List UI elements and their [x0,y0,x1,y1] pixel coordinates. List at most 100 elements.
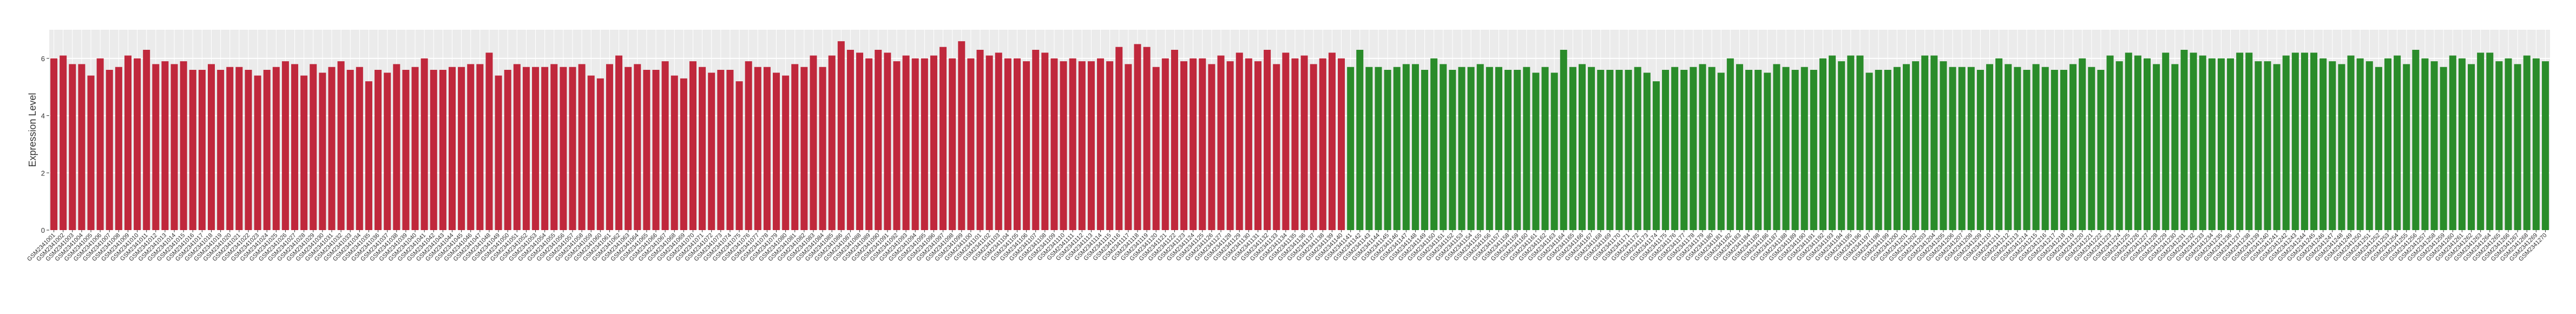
bar [1884,70,1891,230]
bar [893,61,901,231]
bar [2523,55,2531,231]
bar [1976,70,1984,230]
bar [2041,67,2049,230]
bar [485,53,493,231]
bar [754,67,761,230]
bar [1199,58,1206,230]
bar [1152,67,1160,230]
bar [661,61,669,231]
bar [1060,61,1067,231]
bar [2440,67,2447,230]
bar [393,64,400,230]
bar [310,64,317,230]
bar [78,64,86,230]
bar [143,50,150,230]
bar [374,70,382,230]
bar [939,47,947,230]
bar [1875,70,1882,230]
bar [2532,58,2540,230]
bar [1050,58,1058,230]
bar [921,58,928,230]
bar [2023,70,2030,230]
bar [272,67,280,230]
bar [2162,53,2170,231]
bar [1504,70,1512,230]
bar [1986,64,1994,230]
bar [1004,58,1011,230]
bar [1514,70,1521,230]
bar [671,75,678,231]
bar [587,75,595,231]
bar [2255,61,2262,231]
bar [2217,58,2225,230]
bar [643,70,650,230]
bar [1254,61,1261,231]
bar [152,64,160,230]
bar [263,70,271,230]
bar [634,64,641,230]
bar [476,64,484,230]
bar [569,67,576,230]
bar [1903,64,1910,230]
bar [1440,64,1447,230]
bar [1115,47,1123,230]
bar [1384,70,1391,230]
bar [1106,61,1114,231]
bar [1550,73,1558,231]
bar [1032,50,1040,230]
bar [1458,67,1466,230]
bar [1940,61,1947,231]
bar [1291,58,1299,230]
bar [625,67,632,230]
bar [1662,70,1670,230]
bar [1393,67,1401,230]
bar [2505,58,2512,230]
bar [828,55,836,231]
plot-background [49,30,2550,230]
bar [2301,53,2308,231]
bar [1421,70,1429,230]
bar [1430,58,1438,230]
bar [1634,67,1641,230]
bar [1078,61,1086,231]
bar [1726,58,1734,230]
bar [1143,47,1151,230]
y-tick-label: 0 [41,226,45,234]
bar [2088,67,2095,230]
bar [2310,53,2318,231]
bar [1829,55,1836,231]
bar [773,73,780,231]
bar [1523,67,1530,230]
bar [1161,58,1169,230]
bar [2032,64,2040,230]
bar [1708,67,1716,230]
bar [1847,55,1855,231]
bar [1245,58,1252,230]
bar [226,67,234,230]
bar [1097,58,1105,230]
bar [2245,53,2253,231]
bar [1310,64,1317,230]
bar [2236,53,2244,231]
bar [2199,55,2206,231]
bar [791,64,799,230]
bar [180,61,187,231]
bar [2477,53,2485,231]
bar [430,70,437,230]
bar [2403,64,2410,230]
bar [2384,58,2391,230]
bar [652,70,660,230]
bar [2005,64,2012,230]
bar [50,58,58,230]
bar [1643,73,1651,231]
bar [1013,58,1021,230]
bar [217,70,225,230]
bar [1338,58,1345,230]
bar [161,61,169,231]
bar [134,58,141,230]
bar [1282,53,1290,231]
bar [1967,67,1975,230]
bar [2227,58,2235,230]
bar [1467,67,1475,230]
